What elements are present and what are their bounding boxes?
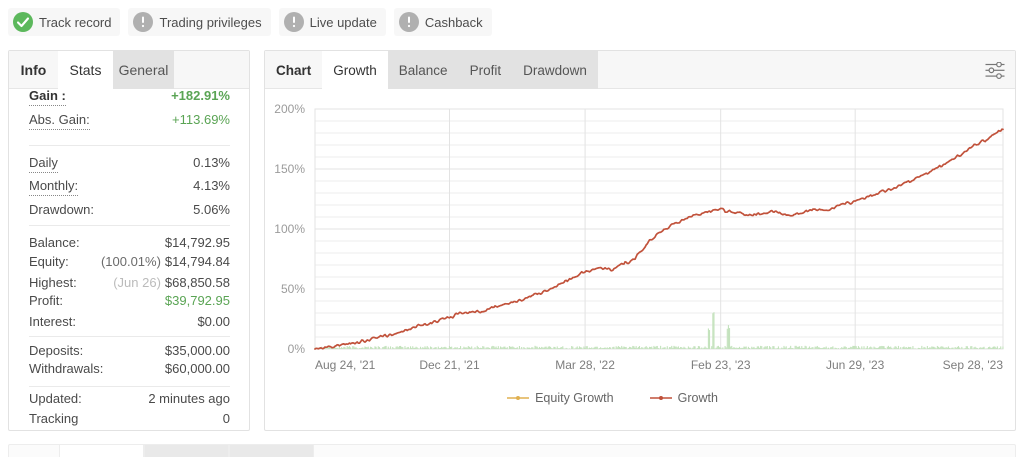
svg-text:50%: 50% bbox=[281, 282, 305, 296]
svg-text:Sep 28, '23: Sep 28, '23 bbox=[943, 358, 1004, 372]
svg-text:Dec 21, '21: Dec 21, '21 bbox=[419, 358, 480, 372]
svg-text:Mar 28, '22: Mar 28, '22 bbox=[555, 358, 615, 372]
svg-text:Jun 29, '23: Jun 29, '23 bbox=[826, 358, 885, 372]
svg-text:Feb 23, '23: Feb 23, '23 bbox=[691, 358, 751, 372]
svg-text:200%: 200% bbox=[274, 102, 305, 116]
svg-text:150%: 150% bbox=[274, 162, 305, 176]
svg-text:Aug 24, '21: Aug 24, '21 bbox=[315, 358, 376, 372]
svg-text:100%: 100% bbox=[274, 222, 305, 236]
svg-text:0%: 0% bbox=[288, 342, 306, 356]
